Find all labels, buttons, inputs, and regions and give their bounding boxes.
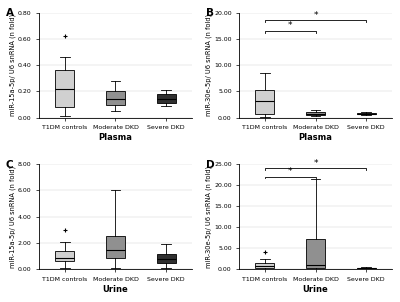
PathPatch shape — [357, 268, 376, 269]
X-axis label: Plasma: Plasma — [298, 133, 332, 142]
PathPatch shape — [106, 236, 125, 258]
Text: D: D — [206, 160, 214, 170]
Text: *: * — [288, 21, 292, 31]
PathPatch shape — [357, 113, 376, 114]
PathPatch shape — [306, 112, 325, 115]
Y-axis label: miR-30e-5p/ U6 snRNA (n fold): miR-30e-5p/ U6 snRNA (n fold) — [206, 165, 212, 268]
X-axis label: Urine: Urine — [103, 285, 128, 294]
PathPatch shape — [157, 254, 176, 263]
PathPatch shape — [55, 251, 74, 261]
PathPatch shape — [106, 92, 125, 104]
Y-axis label: miR-15a-5p/ U6 snRNA (n fold): miR-15a-5p/ U6 snRNA (n fold) — [9, 165, 16, 268]
Text: *: * — [313, 159, 318, 168]
Text: C: C — [6, 160, 14, 170]
Text: *: * — [313, 11, 318, 20]
X-axis label: Urine: Urine — [303, 285, 328, 294]
Text: A: A — [6, 8, 14, 18]
PathPatch shape — [157, 94, 176, 103]
Y-axis label: miR-15a-5p/ U6 snRNA (n fold): miR-15a-5p/ U6 snRNA (n fold) — [9, 14, 16, 116]
X-axis label: Plasma: Plasma — [98, 133, 132, 142]
PathPatch shape — [55, 70, 74, 107]
PathPatch shape — [306, 239, 325, 268]
Y-axis label: miR-30e-5p/ U6 snRNA (n fold): miR-30e-5p/ U6 snRNA (n fold) — [206, 14, 212, 116]
Text: *: * — [288, 167, 292, 176]
PathPatch shape — [255, 90, 274, 114]
PathPatch shape — [255, 263, 274, 268]
Text: B: B — [206, 8, 214, 18]
